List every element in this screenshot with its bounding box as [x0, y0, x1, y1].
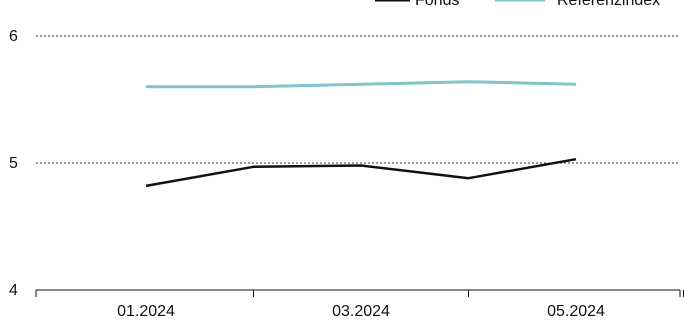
x-tick-label: 01.2024: [117, 303, 175, 320]
series-line-referenzindex: [146, 80, 577, 89]
legend-label: Fonds: [415, 0, 459, 9]
grid-lines: [36, 35, 680, 164]
y-tick-label: 4: [9, 282, 18, 299]
legend-label: Referenzindex: [557, 0, 660, 9]
y-tick-label: 6: [9, 28, 18, 45]
x-tick-label: 03.2024: [332, 303, 390, 320]
series-line-fonds: [145, 157, 577, 188]
series-lines: [145, 80, 577, 188]
axes: 4 5 6 01.2024 03.2024 05.2024: [9, 28, 684, 320]
legend: Fonds Referenzindex: [375, 0, 660, 9]
y-tick-label: 5: [9, 155, 18, 172]
x-tick-label: 05.2024: [547, 303, 605, 320]
